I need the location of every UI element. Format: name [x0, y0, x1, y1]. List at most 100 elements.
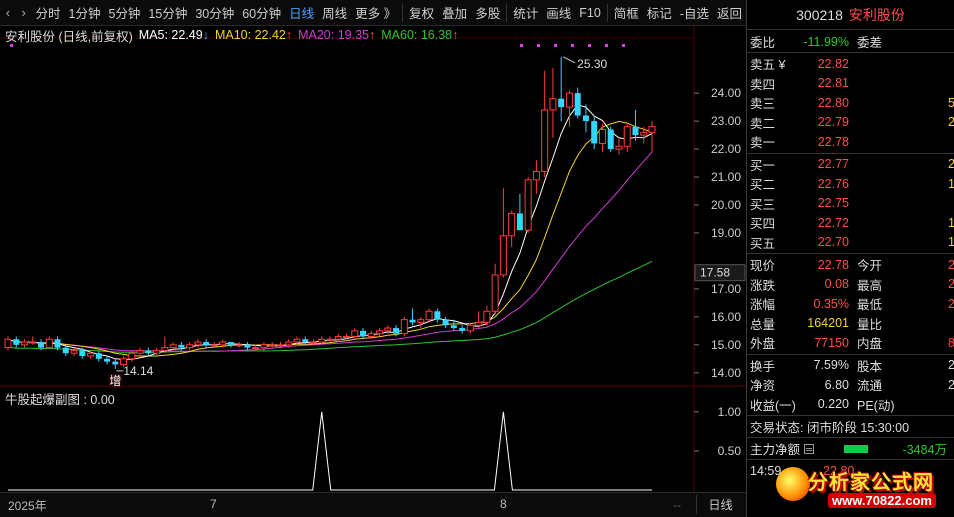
x-label-july: 7	[210, 497, 217, 511]
price-tick-label: 21.00	[711, 170, 741, 184]
candle-body	[541, 109, 549, 172]
sell-label: 卖二	[750, 116, 776, 131]
stat-value: 7.59%	[813, 358, 849, 372]
buy-price: 22.72	[817, 215, 849, 230]
forward-arrow-icon[interactable]: ›	[21, 5, 26, 20]
buy-row-3: 买四 22.72 1	[747, 213, 954, 232]
high-pointer	[562, 56, 576, 64]
toolbar-item-2[interactable]: 5分钟	[108, 7, 141, 21]
candle-body	[178, 344, 185, 348]
candle-body	[260, 344, 268, 349]
toolbar-item-0[interactable]: 分时	[35, 7, 61, 21]
stat-label-2: PE(动)	[857, 398, 895, 413]
toolbar-item-1[interactable]: 1分钟	[68, 7, 101, 21]
candle-body	[318, 338, 326, 343]
candle-body	[128, 352, 136, 360]
toolbar-item-12[interactable]: 统计	[513, 7, 539, 21]
buy-volume: 1	[948, 235, 954, 249]
stat-value: 0.220	[817, 397, 849, 411]
zeng-marker-bg	[108, 374, 123, 388]
x-label-year: 2025年	[8, 499, 47, 513]
price-tick-label: 23.00	[711, 114, 741, 128]
quote-label: 总量	[750, 317, 776, 332]
buy-row-4: 买五 22.70 1	[747, 233, 954, 252]
candle-body	[491, 274, 499, 312]
candle-body	[302, 339, 309, 343]
quote-value: 0.08	[824, 277, 849, 291]
quote-value: 77150	[814, 335, 849, 350]
menu-icon[interactable]	[804, 443, 815, 454]
toolbar-item-18[interactable]: 返回	[716, 7, 742, 21]
candle-body	[417, 319, 425, 323]
divider	[747, 152, 954, 154]
period-selector[interactable]: 日线	[696, 495, 744, 514]
candle-body	[499, 235, 507, 276]
indicator-tick-label: 1.00	[718, 405, 742, 419]
candle-body	[591, 121, 598, 144]
candle-body	[145, 350, 152, 354]
toolbar-item-8[interactable]: 更多 》	[355, 7, 397, 21]
divider	[747, 459, 954, 460]
sell-label: 卖一	[750, 136, 776, 150]
toolbar-item-15[interactable]: 简框	[613, 7, 639, 21]
capital-row: 主力净额 -3484万	[747, 439, 954, 458]
sell-row-3: 卖二 22.79 2	[747, 113, 954, 132]
toolbar-item-11[interactable]: 多股	[475, 7, 501, 21]
tick-price: 22.80	[823, 463, 855, 478]
candle-body	[384, 327, 392, 332]
toolbar-item-14[interactable]: F10	[579, 5, 601, 20]
trade-status-row: 交易状态: 闭市阶段 15:30:00	[747, 417, 954, 436]
toolbar-item-5[interactable]: 60分钟	[242, 7, 282, 21]
candle-body	[483, 310, 491, 323]
buy-row-0: 买一 22.77 2	[747, 155, 954, 174]
candle-body	[582, 115, 589, 122]
x-label-august: 8	[500, 497, 507, 511]
candle-body	[425, 310, 433, 321]
toolbar-item-16[interactable]: 标记	[646, 7, 672, 21]
toolbar-item-17[interactable]: -自选	[679, 7, 709, 21]
sell-price: 22.78	[817, 134, 849, 149]
sell-label: 卖三	[750, 97, 776, 111]
price-tick-label: 17.00	[711, 282, 741, 296]
buy-label: 买五	[750, 236, 776, 251]
quote-label-2: 最低	[857, 298, 883, 312]
ma10-legend: MA10: 22.42↑	[214, 28, 293, 42]
buy-label: 买四	[750, 217, 776, 231]
sell-label: 卖四	[750, 77, 776, 92]
stat-label: 收益(一)	[750, 398, 796, 413]
back-arrow-icon[interactable]: ‹	[5, 5, 11, 20]
buy-row-1: 买二 22.76 1	[747, 174, 954, 193]
candle-body	[574, 93, 581, 116]
quote-value-2: 2	[948, 257, 954, 272]
toolbar-item-7[interactable]: 周线	[322, 7, 348, 21]
period-tabs: 分时 1分钟 5分钟 15分钟 30分钟 60分钟 日线 周线 更多 》复权 叠加 多股 统计 画线 F1…	[32, 3, 747, 23]
stat-value: 6.80	[824, 377, 849, 392]
candle-body	[351, 330, 359, 337]
capital-value: -3484万	[902, 443, 947, 457]
toolbar-item-6[interactable]: 日线	[289, 7, 315, 21]
candle-body	[112, 361, 119, 365]
scroll-indicator[interactable]: --	[673, 497, 681, 512]
toolbar-item-3[interactable]: 15分钟	[148, 7, 188, 21]
buy-label: 买一	[750, 158, 776, 173]
price-tick-label: 24.00	[711, 86, 741, 100]
candle-body	[558, 98, 565, 108]
stat-row-0: 换手 7.59% 股本 2	[747, 356, 954, 375]
quote-label: 涨跌	[750, 278, 776, 293]
sell-price: 22.82	[817, 56, 849, 71]
chart-legend: 安利股份 (日线,前复权) MA5: 22.49↓ MA10: 22.42↑ M…	[5, 27, 464, 44]
ma10-line	[7, 120, 653, 357]
candle-body	[360, 330, 367, 337]
quote-value-2: 2	[948, 296, 954, 311]
candle-body	[203, 342, 210, 345]
toolbar-item-4[interactable]: 30分钟	[195, 7, 235, 21]
sell-price: 22.81	[817, 76, 849, 90]
candle-body	[475, 321, 483, 326]
toolbar-item-13[interactable]: 画线	[546, 7, 572, 21]
kline-chart[interactable]: 24.00 23.00 22.00 21.00 20.00 19.00 17.00 16.00…	[0, 26, 746, 492]
candle-body	[516, 213, 523, 231]
buy-volume: 2	[948, 157, 954, 171]
toolbar-item-9[interactable]: 复权	[409, 7, 435, 21]
price-tick-label: 20.00	[711, 198, 741, 212]
toolbar-item-10[interactable]: 叠加	[442, 7, 468, 21]
